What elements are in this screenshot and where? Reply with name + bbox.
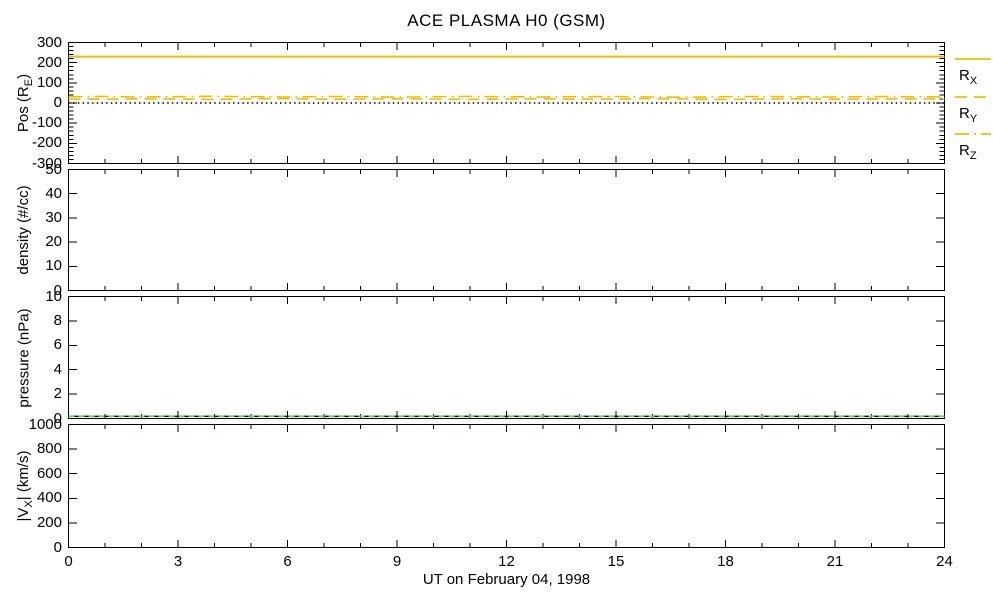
- panel-density-plot: [68, 169, 945, 291]
- y-axis-label-pressure: pressure (nPa): [15, 296, 33, 419]
- y-tick-label: 6: [53, 336, 62, 354]
- y-tick-label: 50: [45, 160, 62, 178]
- y-tick-label: 10: [45, 287, 62, 305]
- y-tick-label: 800: [36, 440, 62, 458]
- y-tick-label: 0: [53, 281, 62, 299]
- y-tick-label: 2: [53, 385, 62, 403]
- legend-label-RY: RY: [959, 105, 978, 125]
- subscript-text: Y: [969, 113, 978, 125]
- subscript-text: X: [969, 75, 978, 87]
- x-tick-label: 24: [936, 553, 953, 570]
- panel-pressure-plot: [68, 296, 945, 419]
- label-text: density (#/cc): [15, 185, 32, 275]
- y-tick-label: 400: [36, 489, 62, 507]
- y-tick-label: 0: [53, 94, 62, 111]
- y-tick-label: 20: [45, 233, 62, 251]
- label-text: R: [959, 105, 970, 122]
- x-tick-label: 3: [173, 553, 183, 570]
- label-text: | (km/s): [15, 450, 32, 501]
- x-tick-label: 18: [717, 553, 734, 570]
- x-tick-label: 9: [392, 553, 402, 570]
- panel-vx-plot: [68, 424, 945, 548]
- y-tick-label: 40: [45, 184, 62, 202]
- x-tick-label: 15: [607, 553, 625, 570]
- legend-line-sample-RZ: [955, 133, 991, 135]
- label-text: R: [959, 67, 970, 84]
- y-tick-label: 1000: [28, 415, 62, 433]
- y-tick-label: 600: [36, 464, 62, 482]
- y-tick-label: 8: [53, 311, 62, 329]
- y-tick-label: 30: [45, 208, 62, 226]
- y-tick-label: 200: [36, 513, 62, 531]
- series-R_Y: [68, 97, 945, 101]
- label-text: R: [959, 142, 970, 159]
- label-text: ): [15, 73, 32, 79]
- label-text: pressure (nPa): [15, 307, 32, 408]
- series-R_Z: [68, 95, 945, 99]
- chart-title: ACE PLASMA H0 (GSM): [407, 11, 606, 30]
- x-axis-label: UT on February 04, 1998: [422, 571, 591, 588]
- panel-position-plot: [68, 42, 945, 164]
- y-axis-label-vx: |VX| (km/s): [15, 424, 35, 548]
- subscript-text: E: [23, 78, 35, 87]
- y-tick-label: 200: [36, 53, 62, 71]
- subscript-text: X: [23, 500, 35, 508]
- y-axis-label-density: density (#/cc): [15, 169, 33, 291]
- label-text: |V: [15, 507, 32, 522]
- legend-label-RX: RX: [959, 67, 978, 87]
- legend-line-sample-RY: [955, 96, 991, 98]
- y-tick-label: 4: [53, 360, 62, 378]
- y-tick-label: 300: [36, 33, 62, 51]
- x-tick-label: 21: [826, 553, 844, 570]
- y-tick-label: 100: [36, 73, 62, 91]
- x-tick-label: 0: [64, 553, 73, 570]
- subscript-text: Z: [969, 150, 977, 162]
- legend-line-sample-RX: [955, 58, 991, 60]
- y-tick-label: -100: [31, 114, 62, 132]
- label-text: Pos (R: [15, 86, 32, 133]
- y-axis-label-position: Pos (RE): [15, 42, 35, 164]
- y-tick-label: -300: [31, 154, 62, 172]
- y-tick-label: 0: [53, 538, 62, 556]
- y-tick-label: 0: [53, 409, 62, 427]
- x-tick-label: 12: [498, 553, 515, 570]
- y-tick-label: -200: [31, 134, 62, 152]
- legend-label-RZ: RZ: [959, 142, 977, 162]
- x-tick-label: 6: [283, 553, 292, 570]
- y-tick-label: 10: [45, 257, 62, 275]
